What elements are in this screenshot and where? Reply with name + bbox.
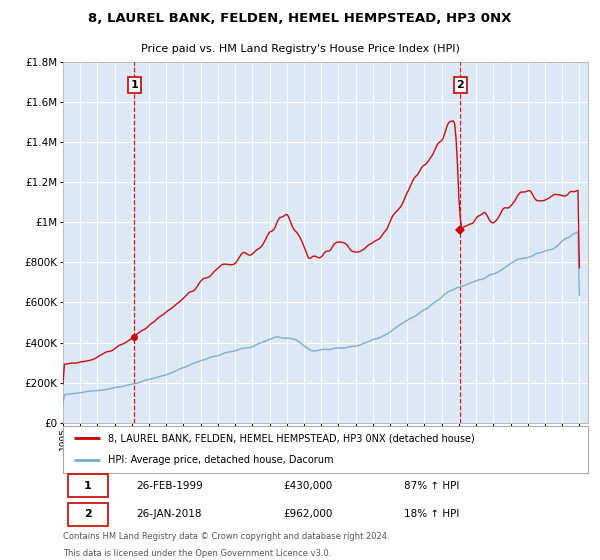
Text: 26-FEB-1999: 26-FEB-1999 — [137, 481, 203, 491]
Text: 8, LAUREL BANK, FELDEN, HEMEL HEMPSTEAD, HP3 0NX: 8, LAUREL BANK, FELDEN, HEMEL HEMPSTEAD,… — [88, 12, 512, 25]
Text: This data is licensed under the Open Government Licence v3.0.: This data is licensed under the Open Gov… — [63, 549, 331, 558]
Text: 18% ↑ HPI: 18% ↑ HPI — [404, 510, 460, 519]
Text: HPI: Average price, detached house, Dacorum: HPI: Average price, detached house, Daco… — [107, 455, 333, 465]
Text: 8, LAUREL BANK, FELDEN, HEMEL HEMPSTEAD, HP3 0NX (detached house): 8, LAUREL BANK, FELDEN, HEMEL HEMPSTEAD,… — [107, 433, 475, 444]
Text: Price paid vs. HM Land Registry's House Price Index (HPI): Price paid vs. HM Land Registry's House … — [140, 44, 460, 54]
Text: Contains HM Land Registry data © Crown copyright and database right 2024.: Contains HM Land Registry data © Crown c… — [63, 533, 389, 542]
Text: 87% ↑ HPI: 87% ↑ HPI — [404, 481, 460, 491]
Text: 2: 2 — [84, 510, 92, 519]
Text: 1: 1 — [131, 80, 139, 90]
Text: 1: 1 — [84, 481, 92, 491]
FancyBboxPatch shape — [68, 474, 107, 497]
Text: 2: 2 — [457, 80, 464, 90]
Text: £962,000: £962,000 — [284, 510, 333, 519]
FancyBboxPatch shape — [68, 503, 107, 526]
Text: 26-JAN-2018: 26-JAN-2018 — [137, 510, 202, 519]
Text: £430,000: £430,000 — [284, 481, 333, 491]
